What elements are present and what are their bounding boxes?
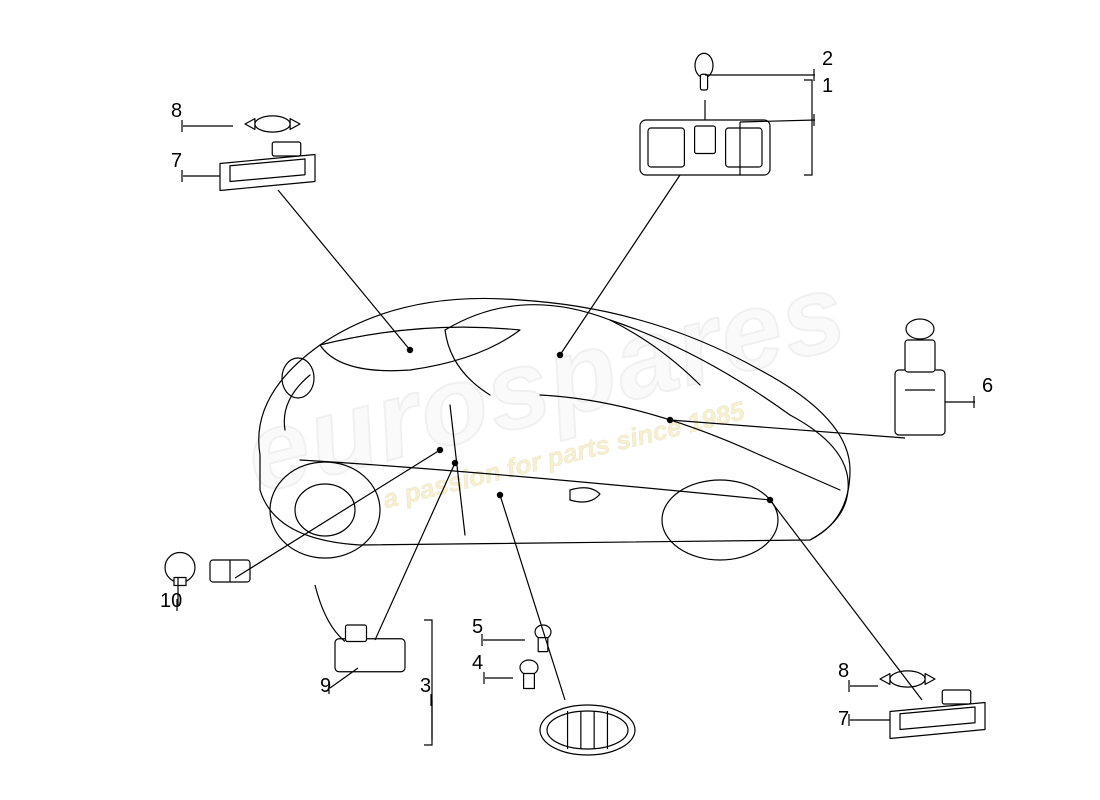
watermark-brand: eurospares [47,209,1044,558]
part-interior-dome-light [640,100,770,175]
diagram-canvas: eurospares a passion for parts since 198… [0,0,1100,800]
callout-label-3: 3 [420,675,431,698]
car-outline [259,298,850,560]
callout-label-5: 5 [472,616,483,639]
part-festoon-bulb-b [880,671,935,687]
part-bulb-dome [695,53,713,90]
pointer-line [375,463,455,640]
part-luggage-light-a [220,142,315,191]
callout-label-8: 8 [171,100,182,123]
part-luggage-light-b [890,690,985,739]
pointer-line [278,190,410,350]
part-door-entry-light [315,585,405,672]
callout-label-1: 1 [822,75,833,98]
part-glovebox-light [165,553,195,586]
diagram-svg [0,0,1100,800]
pointer-line [560,175,680,355]
callout-label-10: 10 [160,590,182,613]
pointer-line [235,450,440,578]
watermark: eurospares a passion for parts since 198… [47,209,1052,592]
callout-label-6: 6 [982,375,993,398]
part-capless-bulb [535,625,551,652]
watermark-tagline: a passion for parts since 1985 [75,319,1053,591]
part-wedge-bulb [520,660,538,689]
callout-label-2: 2 [822,48,833,71]
callout-label-9: 9 [320,675,331,698]
part-glovebox-conn [210,560,250,582]
pointer-line [670,420,905,438]
callout-label-8: 8 [838,660,849,683]
part-door-switch [895,319,945,435]
part-festoon-bulb-a [245,116,300,132]
pointer-line [500,495,565,700]
callout-label-7: 7 [838,708,849,731]
callout-label-4: 4 [472,652,483,675]
part-footwell-light [540,705,635,755]
callout-label-7: 7 [171,150,182,173]
